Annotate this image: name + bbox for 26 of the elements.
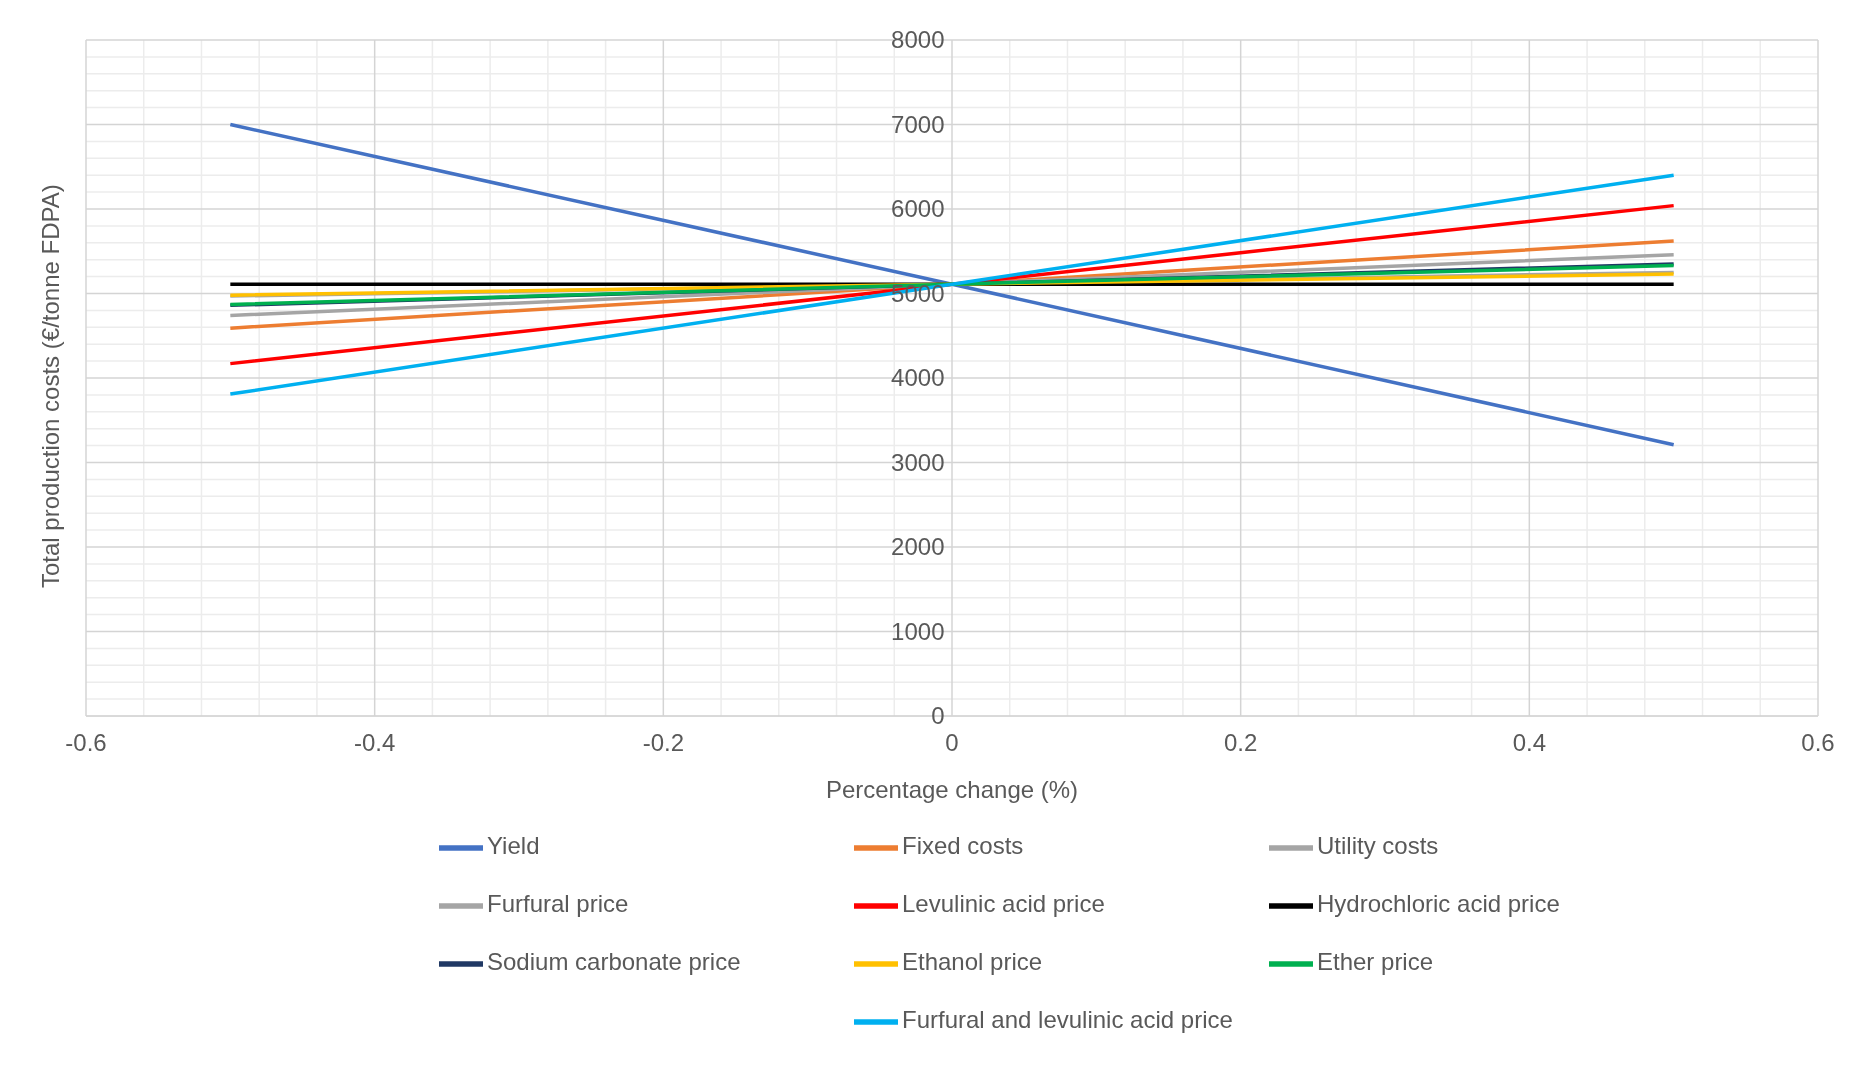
legend-label: Furfural price [487, 890, 629, 918]
x-tick-label: 0.4 [1512, 729, 1547, 757]
y-tick-label: 1000 [891, 617, 945, 645]
legend-label: Ether price [1317, 948, 1434, 976]
legend-label: Hydrochloric acid price [1317, 890, 1560, 918]
y-tick-label: 6000 [891, 195, 945, 222]
y-axis-title: Total production costs (€/tonne FDPA) [36, 184, 64, 588]
y-tick-label: 7000 [891, 110, 945, 138]
y-tick-label: 8000 [891, 26, 945, 53]
y-tick-label: 0 [931, 702, 945, 729]
y-tick-label: 2000 [891, 533, 945, 560]
x-tick-label: -0.4 [353, 729, 396, 757]
legend-label: Levulinic acid price [902, 890, 1105, 918]
y-tick-label: 4000 [891, 364, 945, 391]
x-tick-label: 0.6 [1801, 729, 1835, 757]
x-axis-title: Percentage change (%) [825, 776, 1079, 803]
legend-label: Utility costs [1317, 832, 1439, 860]
x-tick-label: 0.2 [1223, 729, 1258, 757]
x-tick-label: -0.2 [642, 729, 685, 757]
legend-label: Sodium carbonate price [487, 948, 741, 976]
legend-label: Fixed costs [902, 832, 1024, 860]
legend-label: Yield [487, 832, 540, 860]
y-tick-label: 3000 [891, 448, 945, 476]
legend-label: Furfural and levulinic acid price [902, 1006, 1233, 1034]
x-tick-label: -0.6 [65, 729, 107, 757]
legend-label: Ethanol price [902, 948, 1043, 976]
